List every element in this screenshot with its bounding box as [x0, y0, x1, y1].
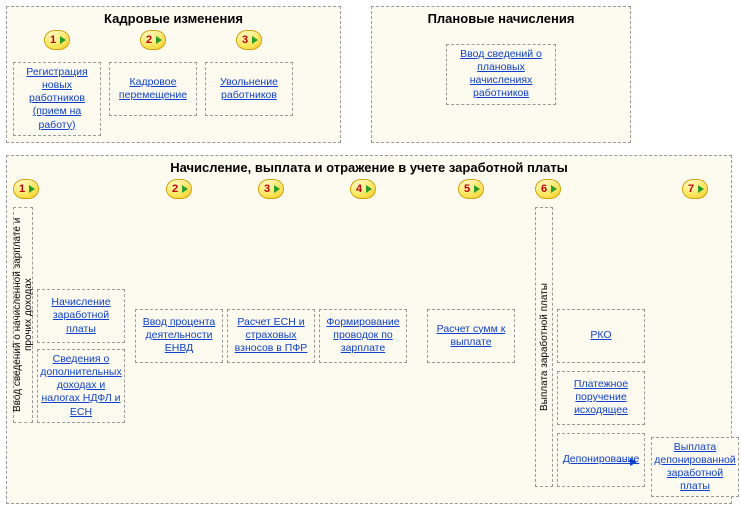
vlabel-income-entry: Ввод сведений о начисленной зарплате и п…: [13, 207, 33, 423]
link-staff-transfer[interactable]: Кадровое перемещение: [112, 76, 194, 102]
card-dismissal[interactable]: Увольнение работников: [205, 62, 293, 116]
section-title: Плановые начисления: [378, 11, 624, 26]
step-bubble-b7: 7: [682, 179, 708, 199]
step-bubble-1: 1: [44, 30, 70, 50]
card-esn-calc[interactable]: Расчет ЕСН и страховых взносов в ПФР: [227, 309, 315, 363]
section-title: Кадровые изменения: [13, 11, 334, 26]
link-additional-income[interactable]: Сведения о дополнительных доходах и нало…: [40, 353, 122, 419]
step-bubble-b5: 5: [458, 179, 484, 199]
col-1: 1 Регистрация новых работников (прием на…: [13, 30, 101, 136]
card-rko[interactable]: РКО: [557, 309, 645, 363]
card-payroll-accrual[interactable]: Начисление заработной платы: [37, 289, 125, 343]
col-2: 2 Кадровое перемещение: [109, 30, 197, 116]
step-bubble-2: 2: [140, 30, 166, 50]
card-envd-percent[interactable]: Ввод процента деятельности ЕНВД: [135, 309, 223, 363]
step-bubble-b6: 6: [535, 179, 561, 199]
link-payroll-accrual[interactable]: Начисление заработной платы: [40, 296, 122, 335]
link-payment-order[interactable]: Платежное поручение исходящее: [560, 378, 642, 417]
card-amounts-to-pay[interactable]: Расчет сумм к выплате: [427, 309, 515, 363]
step-bubble-b1: 1: [13, 179, 39, 199]
link-amounts-to-pay[interactable]: Расчет сумм к выплате: [430, 323, 512, 349]
section-title: Начисление, выплата и отражение в учете …: [13, 160, 725, 175]
link-deposit[interactable]: Депонирование: [563, 453, 640, 466]
card-pay-deposited[interactable]: Выплата депонированной заработной платы: [651, 437, 739, 498]
step-bubble-b4: 4: [350, 179, 376, 199]
card-payment-order[interactable]: Платежное поручение исходящее: [557, 371, 645, 425]
card-register-employees[interactable]: Регистрация новых работников (прием на р…: [13, 62, 101, 136]
arrow-deposit-to-pay: [618, 461, 636, 462]
card-additional-income[interactable]: Сведения о дополнительных доходах и нало…: [37, 349, 125, 423]
link-planned-accruals[interactable]: Ввод сведений о плановых начислениях раб…: [449, 48, 553, 101]
link-register-employees[interactable]: Регистрация новых работников (прием на р…: [16, 66, 98, 132]
vlabel-salary-payment: Выплата заработной платы: [535, 207, 553, 487]
card-postings[interactable]: Формирование проводок по зарплате: [319, 309, 407, 363]
link-envd-percent[interactable]: Ввод процента деятельности ЕНВД: [138, 316, 220, 355]
link-rko[interactable]: РКО: [590, 329, 611, 342]
step-bubble-b2: 2: [166, 179, 192, 199]
step-bubble-b3: 3: [258, 179, 284, 199]
col-3: 3 Увольнение работников: [205, 30, 293, 116]
link-esn-calc[interactable]: Расчет ЕСН и страховых взносов в ПФР: [230, 316, 312, 355]
card-staff-transfer[interactable]: Кадровое перемещение: [109, 62, 197, 116]
section-personnel-changes: Кадровые изменения 1 Регистрация новых р…: [6, 6, 341, 143]
step-bubble-3: 3: [236, 30, 262, 50]
card-planned-accruals[interactable]: Ввод сведений о плановых начислениях раб…: [446, 44, 556, 105]
link-pay-deposited[interactable]: Выплата депонированной заработной платы: [654, 441, 736, 494]
link-dismissal[interactable]: Увольнение работников: [208, 76, 290, 102]
section-payroll: Начисление, выплата и отражение в учете …: [6, 155, 732, 505]
link-postings[interactable]: Формирование проводок по зарплате: [322, 316, 404, 355]
section-planned-accruals: Плановые начисления Ввод сведений о план…: [371, 6, 631, 143]
